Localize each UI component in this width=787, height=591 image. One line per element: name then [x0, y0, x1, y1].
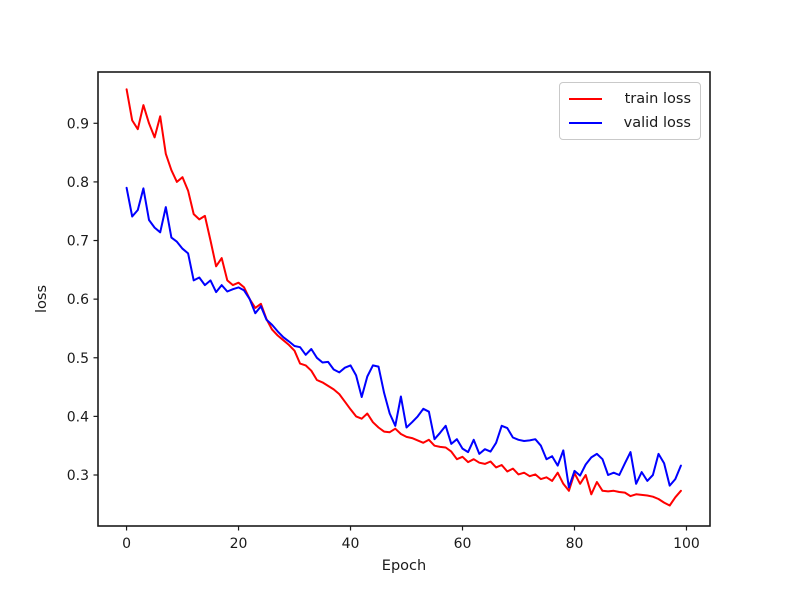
train-loss-line-swatch: [569, 97, 602, 101]
y-tick-label: 0.9: [67, 116, 89, 132]
x-tick-label: 80: [566, 536, 584, 552]
legend-item-valid-loss: valid loss: [569, 111, 691, 135]
plot-frame: [97, 71, 711, 527]
valid-loss-line-swatch: [569, 121, 602, 125]
legend: train loss valid loss: [559, 82, 701, 140]
y-axis-label: loss: [34, 284, 50, 314]
x-tick-label: 0: [122, 536, 131, 552]
y-tick-label: 0.5: [67, 351, 89, 367]
x-axis-label: Epoch: [381, 558, 427, 574]
y-tick-label: 0.4: [67, 409, 89, 425]
x-tick-label: 40: [342, 536, 360, 552]
x-tick-label: 60: [454, 536, 472, 552]
legend-label-train-loss: train loss: [624, 91, 691, 107]
x-tick-label: 100: [673, 536, 700, 552]
y-tick-label: 0.6: [67, 292, 89, 308]
y-tick-label: 0.3: [67, 468, 89, 484]
y-tick-label: 0.8: [67, 175, 89, 191]
y-tick-label: 0.7: [67, 234, 89, 250]
x-tick-label: 20: [230, 536, 248, 552]
train-loss-line: [125, 88, 682, 507]
legend-item-train-loss: train loss: [569, 87, 691, 111]
valid-loss-line: [125, 186, 682, 489]
legend-label-valid-loss: valid loss: [623, 115, 691, 131]
